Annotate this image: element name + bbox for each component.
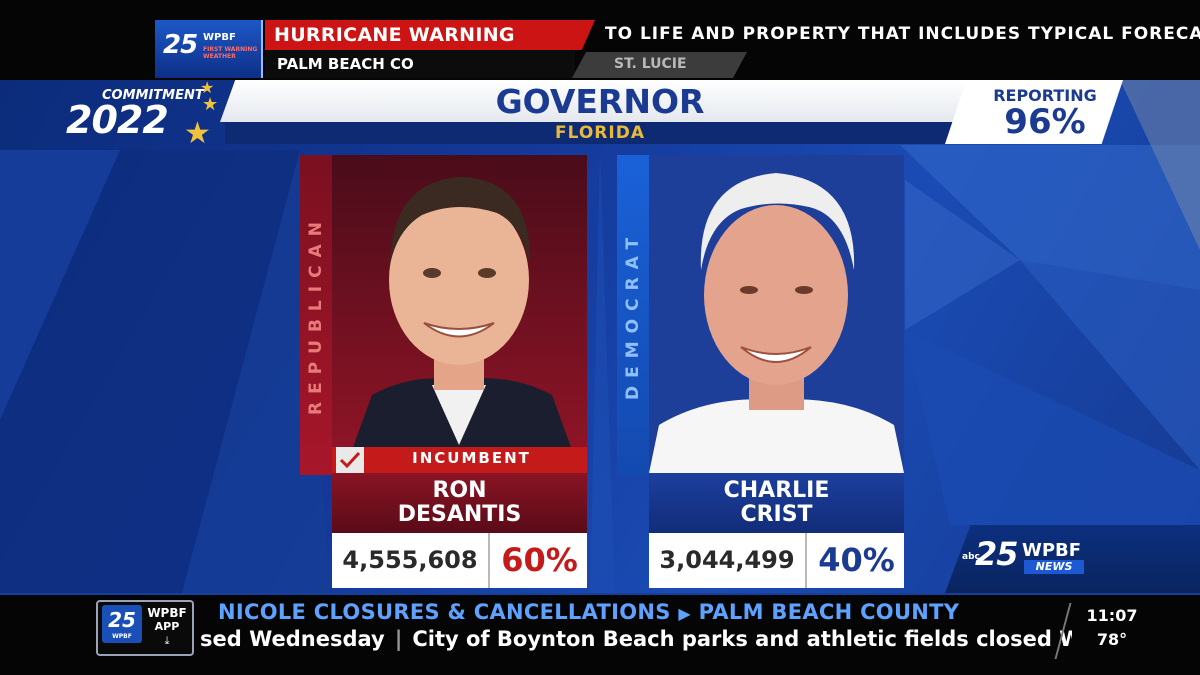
candidate-photo: [332, 155, 587, 450]
reporting-value: 96%: [1004, 102, 1086, 142]
candidate-last-name: DESANTIS: [397, 502, 522, 527]
network-logo: abc: [962, 552, 980, 562]
play-arrow-icon: ▶: [678, 604, 691, 623]
commitment-logo: COMMITMENT 2022 ★ ★ ★: [58, 78, 238, 159]
app-logo-sub: WPBF: [112, 633, 132, 640]
candidate-card-crist: DEMOCRAT CHARLIE CRIST 3,044,499 40%: [617, 155, 904, 590]
vote-count: 3,044,499: [649, 533, 807, 588]
clock-time: 11:07: [1086, 606, 1138, 625]
name-plate: RON DESANTIS: [332, 473, 587, 533]
ticker-crawl-text: sed Wednesday | City of Boynton Beach park…: [200, 627, 1072, 651]
subtitle-band: [225, 122, 955, 144]
race-state: FLORIDA: [555, 123, 645, 143]
app-label: APP: [154, 620, 180, 633]
reporting-box: [945, 80, 1123, 144]
party-label: REPUBLICAN: [306, 214, 326, 416]
station-logo-top: 25 WPBF FIRST WARNING WEATHER: [155, 20, 263, 78]
vote-row: 3,044,499 40%: [649, 533, 904, 588]
vote-percent: 60%: [501, 541, 578, 579]
ticker-crawl: sed Wednesday | City of Boynton Beach park…: [200, 627, 1072, 655]
station-number: 25: [163, 30, 198, 60]
candidate-last-name: CRIST: [740, 502, 813, 527]
party-strip: [617, 155, 649, 475]
checkmark-icon: [336, 447, 364, 473]
star-icon: ★: [202, 94, 219, 115]
alert-county: PALM BEACH CO: [265, 50, 575, 78]
name-plate: CHARLIE CRIST: [649, 473, 904, 533]
alert-county-next: ST. LUCIE: [572, 52, 747, 78]
vote-row: 4,555,608 60%: [332, 533, 587, 588]
download-icon: ⤓: [164, 634, 170, 647]
ticker-separator: |: [394, 627, 403, 651]
title-band: [220, 80, 980, 122]
star-icon: ★: [200, 78, 215, 97]
news-bug-call: WPBF: [1022, 540, 1082, 561]
ticker-headline: NICOLE CLOSURES & CANCELLATIONS ▶ PALM B…: [218, 600, 959, 624]
vote-count: 4,555,608: [332, 533, 490, 588]
candidate-card-desantis: REPUBLICAN: [300, 155, 587, 590]
ticker-crawl-part2: City of Boynton Beach parks and athletic…: [412, 627, 1072, 651]
incumbent-badge: INCUMBENT: [412, 449, 531, 467]
ticker-crawl-part1: sed Wednesday: [200, 627, 385, 651]
commitment-year: 2022: [66, 98, 169, 142]
vote-percent: 40%: [818, 541, 895, 579]
ticker-headline-text: NICOLE CLOSURES & CANCELLATIONS: [218, 600, 671, 624]
party-label: DEMOCRAT: [623, 229, 643, 401]
reporting-label: REPORTING: [993, 86, 1097, 105]
station-news-bug: [945, 525, 1200, 593]
candidate-first-name: RON: [432, 478, 487, 503]
station-tagline: FIRST WARNING WEATHER: [203, 46, 258, 60]
race-title: GOVERNOR: [495, 82, 705, 121]
candidate-first-name: CHARLIE: [723, 478, 830, 503]
temperature: 78°: [1096, 630, 1128, 649]
alert-crawl: TO LIFE AND PROPERTY THAT INCLUDES TYPIC…: [605, 24, 1200, 44]
incumbent-bar: [332, 447, 587, 473]
station-call: WPBF: [203, 32, 236, 43]
ticker-headline-region: PALM BEACH COUNTY: [698, 600, 960, 624]
candidate-photo: [649, 155, 904, 473]
star-icon: ★: [184, 116, 211, 151]
news-bug-label: NEWS: [1024, 560, 1084, 574]
news-bug-number: 25: [975, 535, 1019, 573]
app-call: WPBF: [147, 606, 187, 620]
commitment-label: COMMITMENT: [102, 88, 204, 103]
party-strip: [300, 155, 332, 475]
bottom-ticker-bar: [0, 593, 1200, 675]
alert-headline: HURRICANE WARNING: [265, 20, 595, 50]
app-logo-number: 25: [102, 605, 142, 643]
